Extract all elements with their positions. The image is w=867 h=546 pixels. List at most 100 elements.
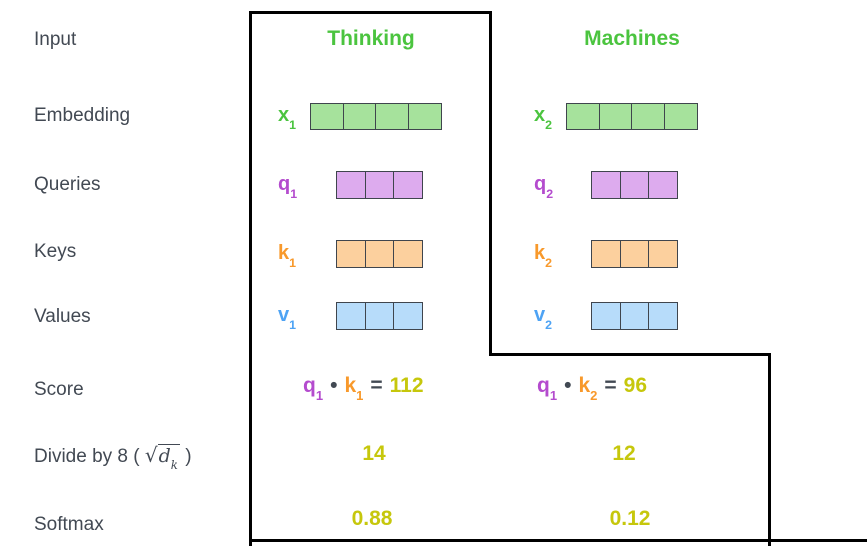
vector-base: x [278, 104, 290, 126]
row-label-divide-by-8: Divide by 8 ( √dk ) [34, 443, 192, 471]
vector-cell [375, 103, 409, 130]
row-label-input: Input [34, 29, 77, 50]
row-label-keys: Keys [34, 241, 77, 262]
vector-base: k [534, 242, 546, 264]
vector-label-q1: q1 [278, 173, 297, 200]
k-term: k1 [344, 374, 363, 402]
vector-subscript: 2 [545, 117, 553, 132]
k-base: k [578, 374, 591, 397]
vector-label-v2: v2 [534, 304, 552, 331]
vector-cell [336, 302, 366, 330]
box-middle-border [489, 11, 492, 356]
row-label-softmax: Softmax [34, 514, 104, 535]
key-vector-k2 [591, 240, 678, 268]
value-vector-v1 [336, 302, 423, 330]
vector-subscript: 1 [290, 186, 298, 201]
dot-operator: • [330, 374, 338, 397]
vector-label-q2: q2 [534, 173, 553, 200]
vector-base: v [278, 304, 290, 326]
vector-cell [407, 103, 442, 130]
score-value: 96 [623, 374, 647, 397]
vector-cell [648, 171, 678, 199]
vector-cell [310, 103, 344, 130]
embedding-vector-x1 [310, 103, 442, 130]
vector-subscript: 1 [289, 317, 297, 332]
vector-subscript: 2 [545, 255, 553, 270]
row-label-embedding: Embedding [34, 105, 131, 126]
vector-cell [591, 171, 621, 199]
box-bottom-border [249, 539, 867, 542]
k-subscript: 2 [590, 388, 598, 404]
score-formula-thinking: q1 • k1 = 112 [303, 374, 424, 402]
box-right-border [768, 353, 771, 546]
sqrt-symbol: √ [144, 443, 158, 467]
divide-label-suffix: ) [179, 446, 192, 467]
vector-cell [364, 240, 395, 268]
vector-base: q [278, 173, 291, 195]
vector-label-k1: k1 [278, 242, 296, 269]
vector-cell [648, 240, 678, 268]
score-value: 112 [389, 374, 424, 397]
query-vector-q1 [336, 171, 423, 199]
q-subscript: 1 [549, 388, 558, 404]
divided-score-thinking: 14 [362, 442, 386, 465]
vector-cell [591, 240, 621, 268]
sqrt-radicand: dk [157, 444, 180, 471]
vector-cell [566, 103, 600, 130]
vector-cell [342, 103, 377, 130]
vector-cell [336, 171, 366, 199]
softmax-value-thinking: 0.88 [351, 507, 393, 530]
row-label-queries: Queries [34, 174, 101, 195]
divided-score-machines: 12 [612, 442, 636, 465]
vector-cell [364, 302, 395, 330]
radicand-sub-k: k [170, 458, 178, 473]
vector-cell [393, 302, 423, 330]
q-subscript: 1 [315, 388, 324, 404]
equals-sign: = [370, 374, 383, 397]
vector-base: v [534, 304, 546, 326]
vector-cell [619, 240, 650, 268]
equals-sign: = [604, 374, 617, 397]
word-thinking: Thinking [327, 27, 415, 50]
vector-subscript: 1 [289, 117, 297, 132]
row-label-values: Values [34, 306, 91, 327]
dot-operator: • [564, 374, 572, 397]
vector-cell [648, 302, 678, 330]
vector-label-x1: x1 [278, 104, 296, 131]
vector-cell [598, 103, 633, 130]
vector-cell [364, 171, 395, 199]
box-top-border [249, 11, 492, 14]
row-label-score: Score [34, 379, 84, 400]
vector-cell [619, 302, 650, 330]
softmax-value-machines: 0.12 [609, 507, 651, 530]
vector-cell [591, 302, 621, 330]
q-base: q [537, 374, 550, 397]
vector-subscript: 2 [545, 317, 553, 332]
divide-label-prefix: Divide by 8 ( [34, 446, 145, 467]
query-vector-q2 [591, 171, 678, 199]
radicand-d: d [158, 445, 171, 467]
k-subscript: 1 [356, 388, 364, 404]
vector-cell [336, 240, 366, 268]
k-term: k2 [578, 374, 597, 402]
vector-label-k2: k2 [534, 242, 552, 269]
q-term: q1 [537, 374, 557, 402]
box-left-border [249, 11, 252, 546]
k-base: k [344, 374, 357, 397]
vector-cell [631, 103, 665, 130]
box-step-border [489, 353, 771, 356]
vector-cell [393, 240, 423, 268]
q-term: q1 [303, 374, 323, 402]
word-machines: Machines [584, 27, 680, 50]
vector-base: x [534, 104, 546, 126]
vector-subscript: 1 [289, 255, 297, 270]
vector-label-v1: v1 [278, 304, 296, 331]
vector-cell [663, 103, 698, 130]
vector-base: q [534, 173, 547, 195]
vector-label-x2: x2 [534, 104, 552, 131]
vector-cell [393, 171, 423, 199]
vector-base: k [278, 242, 290, 264]
key-vector-k1 [336, 240, 423, 268]
embedding-vector-x2 [566, 103, 698, 130]
